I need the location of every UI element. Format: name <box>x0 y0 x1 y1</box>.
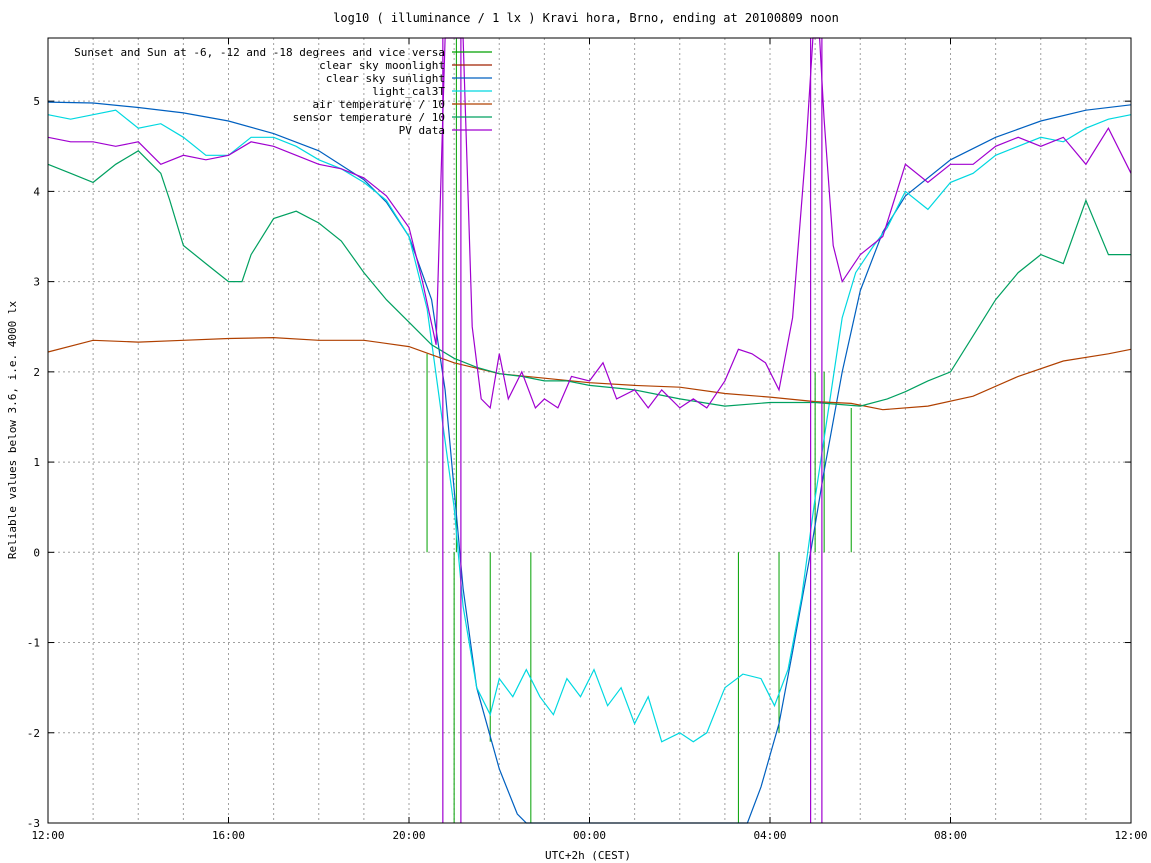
y-tick-label: 2 <box>33 366 40 379</box>
x-axis-label: UTC+2h (CEST) <box>545 849 631 862</box>
y-tick-label: -2 <box>27 727 40 740</box>
series-line-air-temperature-10 <box>47 336 1132 411</box>
x-tick-label: 08:00 <box>934 829 967 842</box>
legend: Sunset and Sun at -6, -12 and -18 degree… <box>74 46 492 137</box>
legend-label: light_cal3T <box>372 85 445 98</box>
chart-title: log10 ( illuminance / 1 lx ) Kravi hora,… <box>333 11 839 25</box>
y-tick-label: 0 <box>33 546 40 559</box>
legend-label: Sunset and Sun at -6, -12 and -18 degree… <box>74 46 445 59</box>
x-tick-label: 12:00 <box>1114 829 1147 842</box>
series-lines <box>47 37 1132 824</box>
y-axis-label: Reliable values below 3.6, i.e. 4000 lx <box>6 300 19 559</box>
y-tick-label: -1 <box>27 637 40 650</box>
series-line-pv-data <box>47 37 1132 410</box>
x-tick-label: 04:00 <box>753 829 786 842</box>
legend-label: air temperature / 10 <box>313 98 445 111</box>
legend-label: sensor temperature / 10 <box>293 111 445 124</box>
y-tick-label: -3 <box>27 817 40 830</box>
x-tick-label: 00:00 <box>573 829 606 842</box>
legend-label: clear sky moonlight <box>319 59 445 72</box>
y-tick-label: 3 <box>33 276 40 289</box>
x-tick-label: 12:00 <box>31 829 64 842</box>
series-line-sensor-temperature-10 <box>47 150 1131 407</box>
x-tick-label: 16:00 <box>212 829 245 842</box>
plot-frame <box>47 37 1132 824</box>
y-tick-label: 1 <box>33 456 40 469</box>
series-line-clear-sky-sunlight <box>47 101 1132 824</box>
legend-label: clear sky sunlight <box>326 72 445 85</box>
y-tick-label: 4 <box>33 185 40 198</box>
x-axis-ticks: 12:00 16:00 20:00 00:00 04:00 08:00 12:00 <box>31 38 1148 842</box>
x-tick-label: 20:00 <box>392 829 425 842</box>
legend-label: PV data <box>399 124 445 137</box>
series-line-light-cal3t <box>47 109 1132 743</box>
y-tick-label: 5 <box>33 95 40 108</box>
